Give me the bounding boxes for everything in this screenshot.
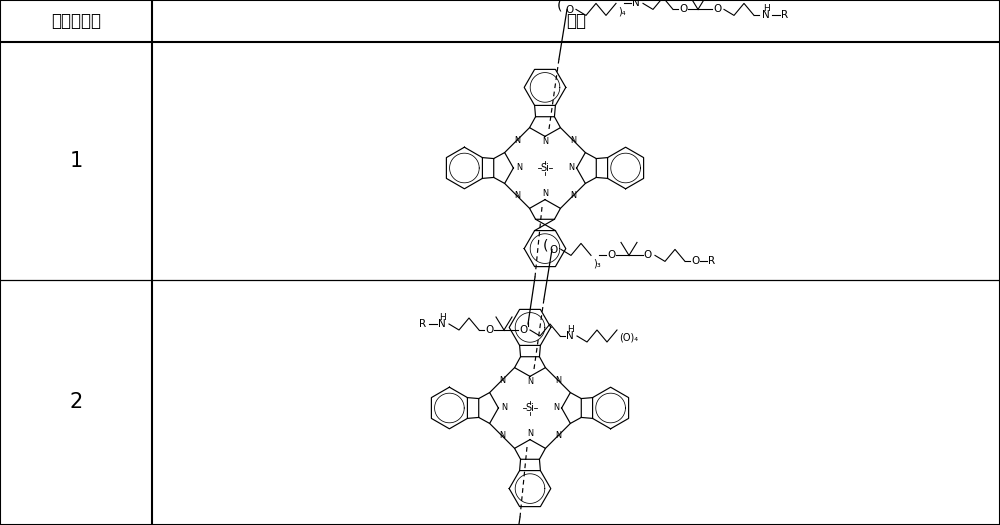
Text: O: O — [644, 250, 652, 260]
Text: N: N — [568, 163, 574, 173]
Text: (: ( — [557, 0, 563, 13]
Text: 1: 1 — [69, 151, 83, 171]
Text: N: N — [762, 10, 770, 20]
Text: N: N — [516, 163, 522, 173]
Text: R: R — [708, 256, 716, 266]
Text: N: N — [553, 404, 559, 413]
Text: N: N — [566, 331, 574, 341]
Text: N: N — [542, 138, 548, 146]
Text: N: N — [542, 190, 548, 198]
Text: N: N — [514, 135, 520, 144]
Text: O: O — [565, 5, 573, 15]
Text: N: N — [555, 432, 561, 440]
Text: N: N — [632, 0, 640, 8]
Text: O: O — [679, 4, 687, 14]
Text: )₄: )₄ — [618, 6, 626, 16]
Text: R: R — [419, 319, 427, 329]
Text: O: O — [519, 325, 527, 335]
Text: (O)₄: (O)₄ — [619, 333, 638, 343]
Text: )₃: )₃ — [593, 258, 601, 268]
Text: H: H — [567, 324, 573, 333]
Text: N: N — [570, 135, 576, 144]
Text: N: N — [527, 429, 533, 438]
Text: N: N — [438, 319, 446, 329]
Text: R: R — [781, 10, 789, 20]
Text: N: N — [514, 192, 520, 201]
Text: H: H — [763, 4, 769, 13]
Text: N: N — [555, 375, 561, 385]
Text: O: O — [713, 4, 721, 14]
Text: O: O — [691, 256, 699, 266]
Text: O: O — [607, 250, 615, 260]
Text: 化合物编号: 化合物编号 — [51, 12, 101, 30]
Text: 2: 2 — [69, 393, 83, 413]
Text: N: N — [499, 375, 505, 385]
Text: Si: Si — [541, 163, 549, 173]
Text: H: H — [633, 0, 639, 1]
Text: N: N — [570, 192, 576, 201]
Text: N: N — [501, 404, 507, 413]
Text: O: O — [550, 245, 558, 255]
Text: N: N — [527, 377, 533, 386]
Text: O: O — [485, 325, 493, 335]
Text: N: N — [499, 432, 505, 440]
Text: 结构: 结构 — [566, 12, 586, 30]
Text: Si: Si — [526, 403, 534, 413]
Text: (: ( — [542, 238, 548, 253]
Text: H: H — [439, 312, 445, 321]
